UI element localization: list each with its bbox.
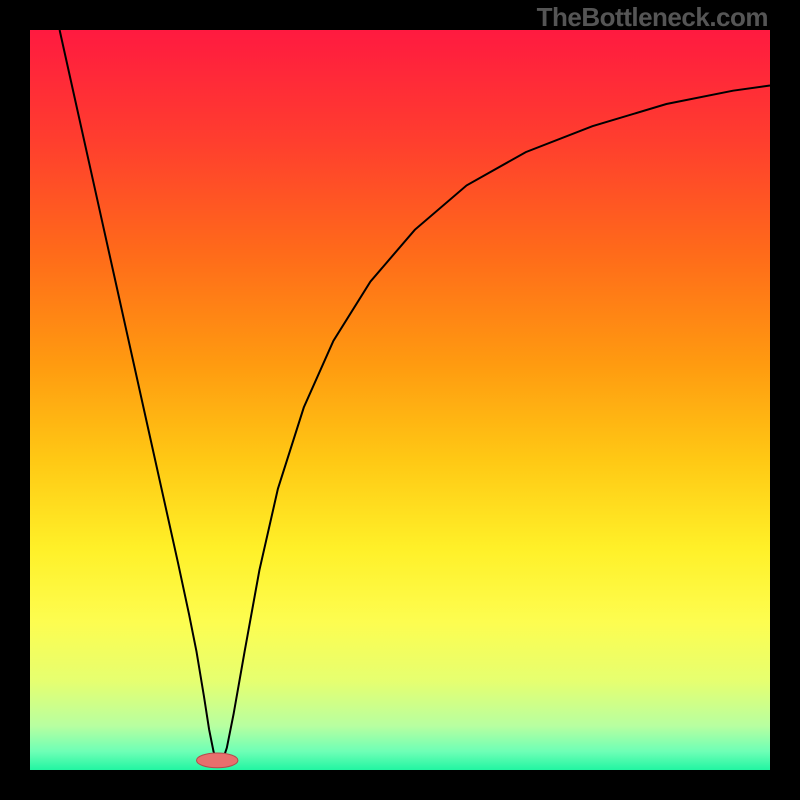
optimum-marker	[197, 753, 238, 768]
watermark-label: TheBottleneck.com	[537, 4, 768, 30]
bottleneck-curve-chart	[0, 0, 800, 800]
chart-wrapper: TheBottleneck.com	[0, 0, 800, 800]
